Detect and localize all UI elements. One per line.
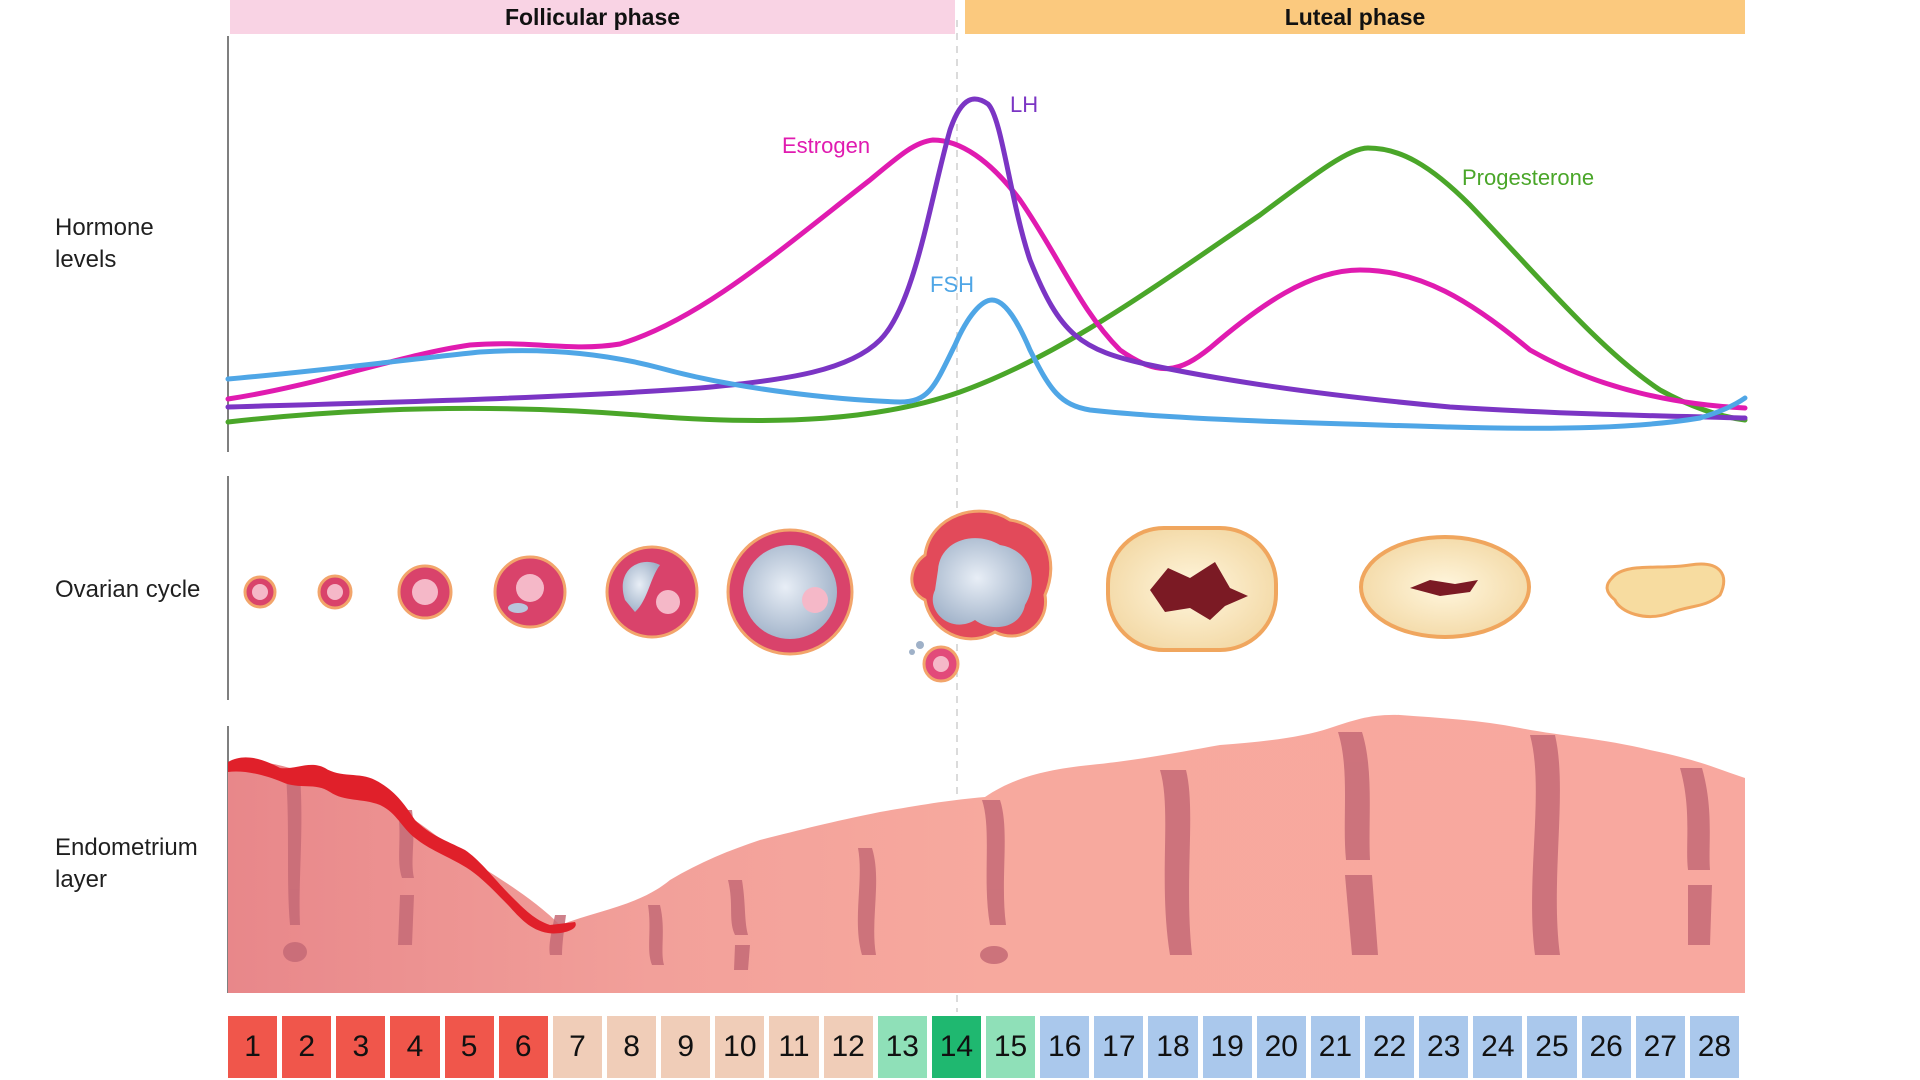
day-cell-18: 18: [1148, 1016, 1198, 1078]
day-cell-4: 4: [390, 1016, 440, 1078]
ovarian-cycle-label: Ovarian cycle: [55, 574, 200, 606]
menstrual-bleeding: [228, 757, 576, 934]
day-cell-6: 6: [498, 1016, 548, 1078]
endometrium-layer-label: Endometrium layer: [55, 832, 198, 896]
day-cell-11: 11: [769, 1016, 819, 1078]
follicular-phase-bar: Follicular phase: [230, 0, 955, 34]
hormone-levels-label: Hormone levels: [55, 212, 154, 276]
progesterone-curve: [225, 145, 1748, 425]
endometrium-label-line2: layer: [55, 866, 108, 893]
day-cell-17: 17: [1094, 1016, 1144, 1078]
ovarian-label-text: Ovarian cycle: [55, 576, 201, 603]
lh-curve-label: LH: [1010, 92, 1039, 117]
hormone-label-line2: levels: [55, 246, 117, 273]
day-cell-16: 16: [1040, 1016, 1090, 1078]
day-cell-23: 23: [1419, 1016, 1469, 1078]
follicle-stage-2: [317, 574, 353, 610]
follicle-stage-6: [726, 528, 854, 656]
day-cell-22: 22: [1365, 1016, 1415, 1078]
day-cell-3: 3: [336, 1016, 386, 1078]
day-cell-27: 27: [1635, 1016, 1685, 1078]
progesterone-curve-label: Progesterone: [1462, 165, 1595, 190]
day-cell-12: 12: [823, 1016, 873, 1078]
day-cell-2: 2: [282, 1016, 332, 1078]
follicular-phase-label: Follicular phase: [504, 3, 681, 30]
day-cell-5: 5: [444, 1016, 494, 1078]
estrogen-curve: [225, 137, 1748, 411]
day-cell-14: 14: [931, 1016, 981, 1078]
day-cell-7: 7: [552, 1016, 602, 1078]
day-cell-28: 28: [1689, 1016, 1739, 1078]
day-cell-24: 24: [1473, 1016, 1523, 1078]
day-cell-9: 9: [661, 1016, 711, 1078]
day-cell-13: 13: [877, 1016, 927, 1078]
follicle-stage-3: [397, 564, 453, 620]
endometrium-label-line1: Endometrium: [55, 834, 198, 861]
day-cell-20: 20: [1256, 1016, 1306, 1078]
day-cell-15: 15: [986, 1016, 1036, 1078]
day-cell-10: 10: [715, 1016, 765, 1078]
day-cell-26: 26: [1581, 1016, 1631, 1078]
ovulation-follicle: [909, 509, 1053, 683]
corpus-luteum-mid: [1359, 535, 1531, 639]
follicle-stage-4: [493, 555, 567, 629]
fsh-curve: [225, 297, 1748, 431]
day-strip: 1 2 3 4 5 6 7 8 9 10 11 12 13 14 15 16 17 18 19 20 21 22 23 24 2…: [228, 1016, 1744, 1078]
estrogen-curve-label: Estrogen: [782, 133, 871, 158]
endometrial-glands: [283, 732, 1712, 970]
luteal-phase-label: Luteal phase: [1284, 3, 1426, 30]
follicle-stage-1: [243, 575, 277, 609]
day-cell-25: 25: [1527, 1016, 1577, 1078]
lh-curve: [225, 96, 1748, 421]
day-cell-19: 19: [1202, 1016, 1252, 1078]
fsh-curve-label: FSH: [930, 272, 974, 297]
luteal-phase-bar: Luteal phase: [965, 0, 1745, 34]
day-cell-1: 1: [228, 1016, 278, 1078]
day-cell-8: 8: [607, 1016, 657, 1078]
hormone-label-line1: Hormone: [55, 214, 154, 241]
day-cell-21: 21: [1310, 1016, 1360, 1078]
corpus-albicans: [1605, 562, 1726, 618]
follicle-stage-5: [605, 545, 699, 639]
corpus-luteum-early: [1106, 526, 1278, 652]
